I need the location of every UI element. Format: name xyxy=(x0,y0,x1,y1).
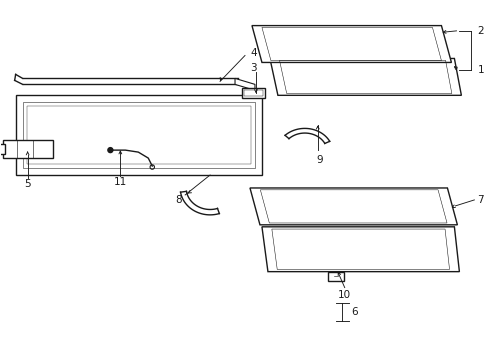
Polygon shape xyxy=(327,272,343,280)
Text: 5: 5 xyxy=(24,179,31,189)
Polygon shape xyxy=(235,78,254,90)
Polygon shape xyxy=(269,58,461,95)
Text: 1: 1 xyxy=(476,66,483,76)
Text: 10: 10 xyxy=(338,289,350,300)
Polygon shape xyxy=(180,191,219,215)
Polygon shape xyxy=(249,188,456,225)
Text: 8: 8 xyxy=(175,195,181,205)
Polygon shape xyxy=(285,129,329,143)
Text: 2: 2 xyxy=(476,26,483,36)
Polygon shape xyxy=(242,88,264,98)
Text: 9: 9 xyxy=(316,155,323,165)
Polygon shape xyxy=(2,140,52,158)
Polygon shape xyxy=(251,26,450,62)
Polygon shape xyxy=(16,95,262,175)
Polygon shape xyxy=(262,227,458,272)
Text: 7: 7 xyxy=(476,195,483,205)
Text: 4: 4 xyxy=(249,49,256,58)
Circle shape xyxy=(108,148,113,153)
Text: 3: 3 xyxy=(249,63,256,73)
Text: 11: 11 xyxy=(114,177,127,187)
Text: 6: 6 xyxy=(351,307,358,317)
Polygon shape xyxy=(0,144,5,154)
